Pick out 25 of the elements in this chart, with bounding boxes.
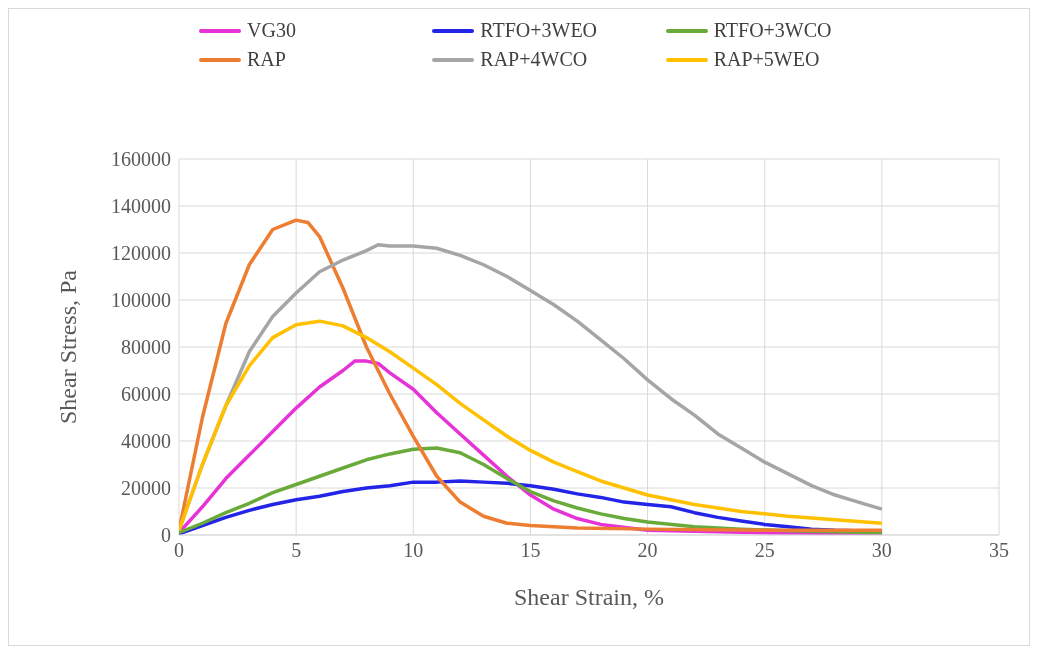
legend-label: RAP+4WCO bbox=[480, 48, 588, 71]
y-tick-label: 0 bbox=[161, 524, 171, 547]
x-tick-label: 5 bbox=[291, 539, 302, 562]
legend-label: RAP+5WEO bbox=[713, 48, 820, 71]
y-tick-label: 80000 bbox=[121, 336, 171, 359]
legend-label: RAP bbox=[247, 48, 286, 71]
line-series bbox=[179, 319, 884, 533]
y-tick-label: 40000 bbox=[121, 430, 171, 453]
x-axis-title: Shear Strain, % bbox=[514, 584, 664, 610]
y-axis-title: Shear Stress, Pa bbox=[54, 269, 81, 424]
legend-label: RTFO+3WCO bbox=[713, 19, 832, 42]
x-tick-label: 35 bbox=[989, 539, 1009, 562]
x-tick-label: 15 bbox=[520, 539, 541, 562]
y-tick-label: 120000 bbox=[111, 242, 171, 265]
legend-label: VG30 bbox=[247, 19, 296, 42]
y-tick-label: 160000 bbox=[111, 148, 171, 171]
x-tick-label: 10 bbox=[403, 539, 424, 562]
x-tick-label: 20 bbox=[637, 539, 658, 562]
y-tick-label: 140000 bbox=[111, 195, 171, 218]
y-tick-label: 60000 bbox=[121, 383, 171, 406]
x-tick-label: 25 bbox=[754, 539, 775, 562]
legend-label: RTFO+3WEO bbox=[480, 19, 598, 42]
y-tick-label: 100000 bbox=[111, 289, 171, 312]
x-tick-label: 30 bbox=[871, 539, 892, 562]
y-tick-label: 20000 bbox=[121, 477, 171, 500]
